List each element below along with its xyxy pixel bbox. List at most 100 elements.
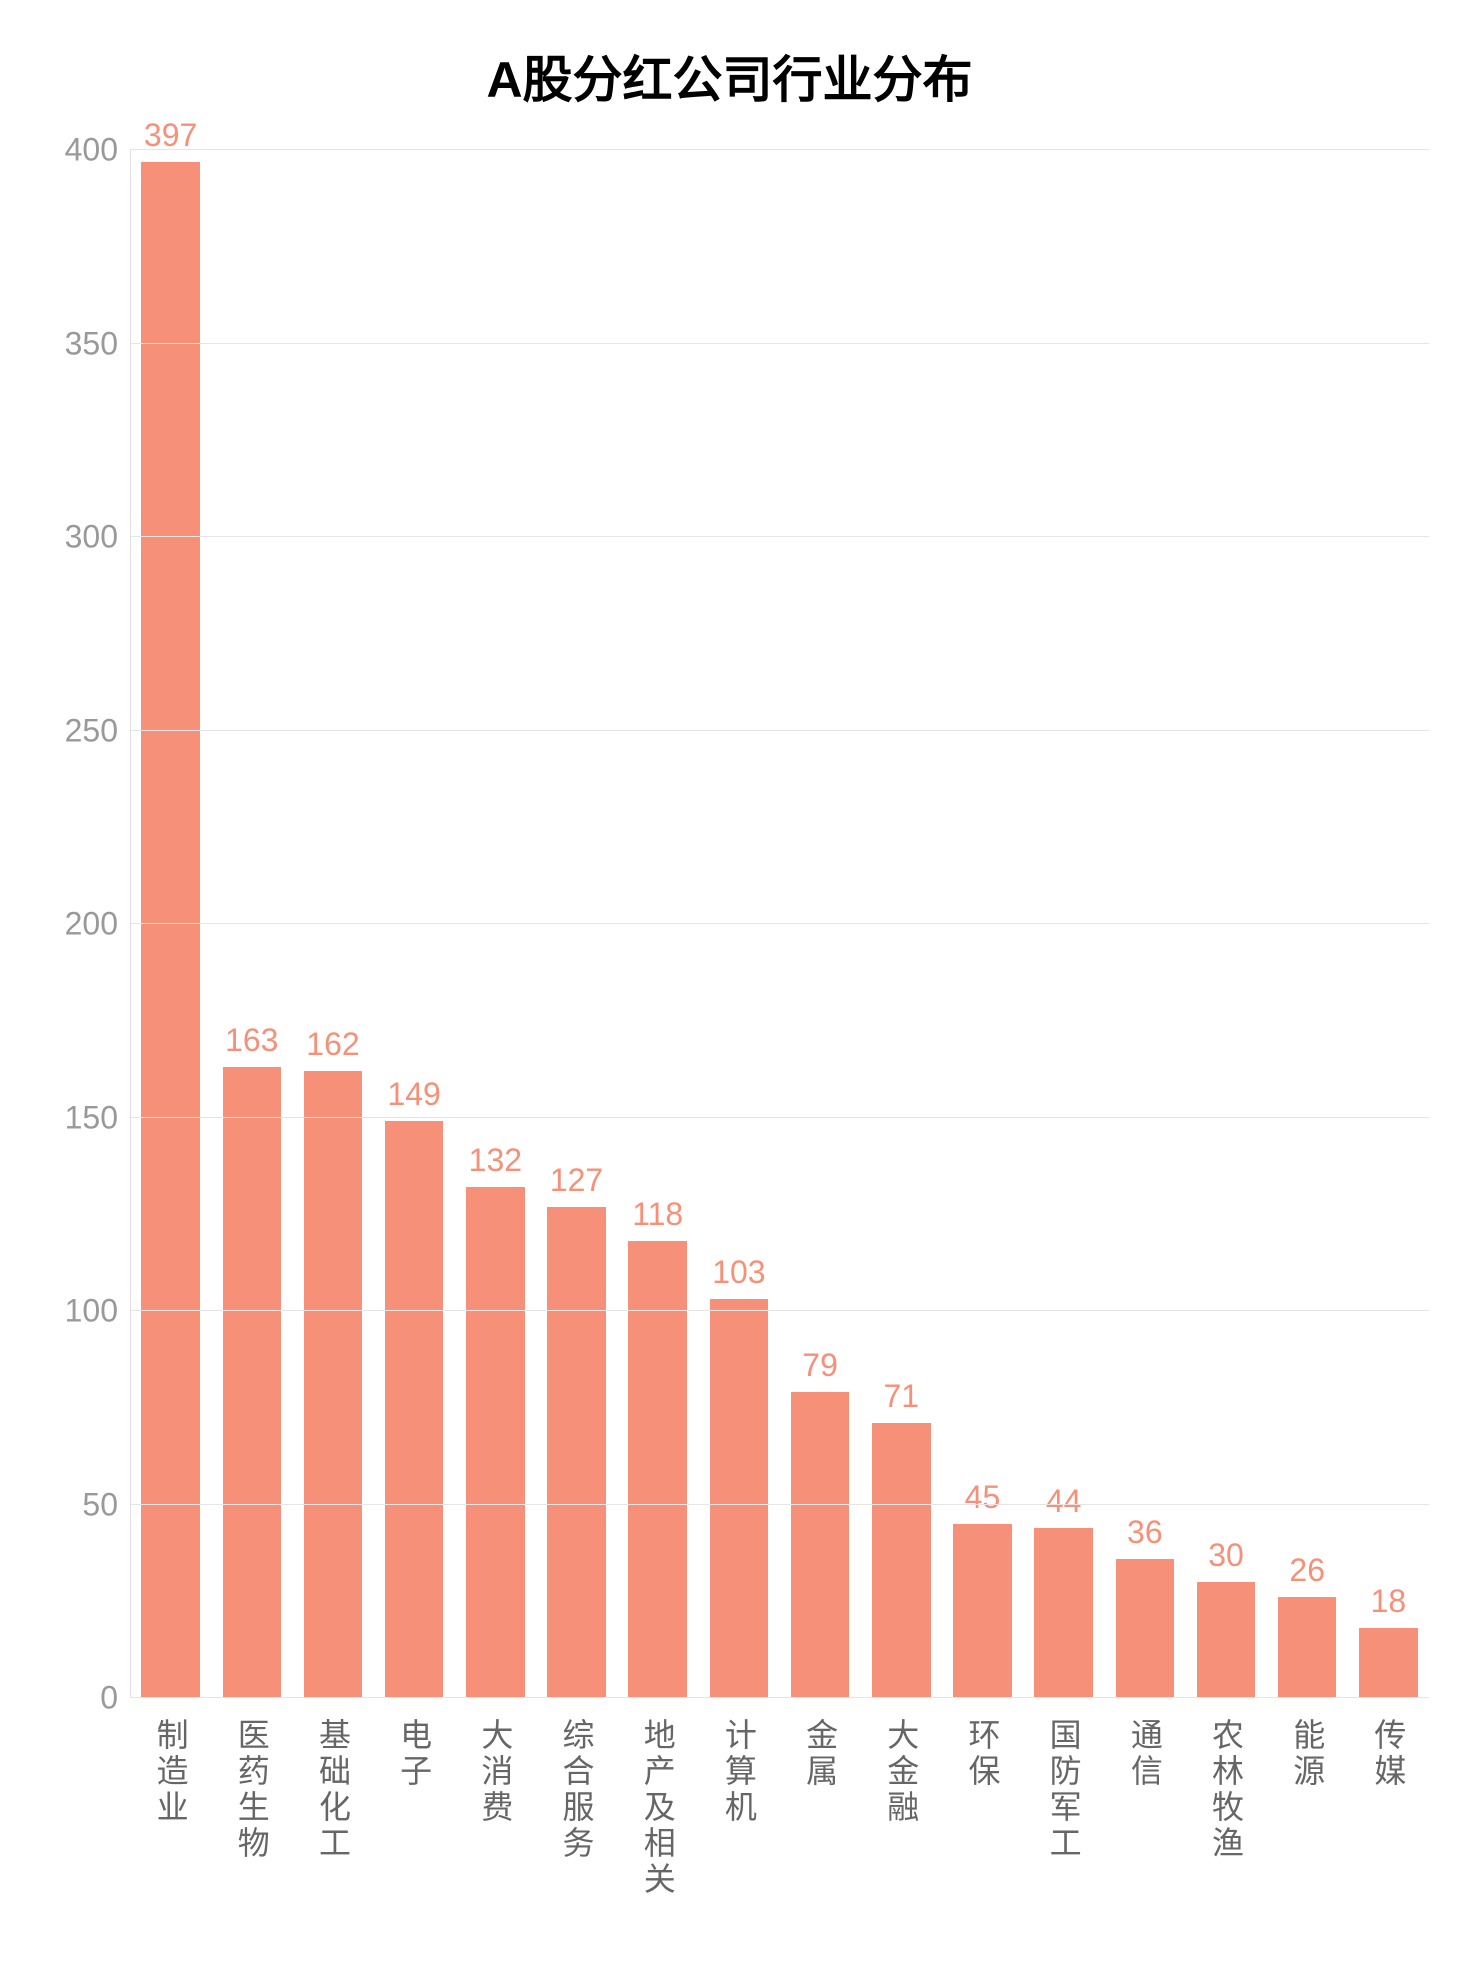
bar-value-label: 36 <box>1104 1514 1185 1551</box>
bar-value-label: 30 <box>1185 1537 1266 1574</box>
chart-title: A股分红公司行业分布 <box>0 40 1459 112</box>
gridline <box>130 536 1429 537</box>
x-tick-label: 医药生物 <box>229 1718 275 1978</box>
bar <box>1034 1528 1092 1698</box>
gridline <box>130 1504 1429 1505</box>
bar <box>1116 1559 1174 1698</box>
bar <box>953 1524 1011 1698</box>
bar-slot: 44 <box>1023 150 1104 1698</box>
x-label-slot: 通信 <box>1104 1708 1185 1978</box>
bar <box>791 1392 849 1698</box>
bar-slot: 79 <box>780 150 861 1698</box>
y-tick-label: 250 <box>0 712 118 749</box>
bar-slot: 397 <box>130 150 211 1698</box>
bar-slot: 71 <box>861 150 942 1698</box>
bar <box>710 1299 768 1698</box>
x-label-slot: 计算机 <box>698 1708 779 1978</box>
gridline <box>130 923 1429 924</box>
gridline <box>130 1310 1429 1311</box>
bar-value-label: 103 <box>698 1254 779 1291</box>
x-axis-labels: 制造业医药生物基础化工电子大消费综合服务地产及相关计算机金属大金融环保国防军工通… <box>130 1708 1429 1978</box>
y-tick-label: 50 <box>0 1486 118 1523</box>
bar <box>1197 1582 1255 1698</box>
bar-slot: 26 <box>1267 150 1348 1698</box>
bar <box>1278 1597 1336 1698</box>
gridline <box>130 730 1429 731</box>
bar-slot: 36 <box>1104 150 1185 1698</box>
x-tick-label: 综合服务 <box>554 1718 600 1978</box>
bar-value-label: 26 <box>1267 1552 1348 1589</box>
x-label-slot: 农林牧渔 <box>1185 1708 1266 1978</box>
x-label-slot: 大金融 <box>861 1708 942 1978</box>
x-label-slot: 地产及相关 <box>617 1708 698 1978</box>
x-tick-label: 能源 <box>1284 1718 1330 1978</box>
y-tick-label: 100 <box>0 1293 118 1330</box>
bar-value-label: 163 <box>211 1022 292 1059</box>
x-label-slot: 环保 <box>942 1708 1023 1978</box>
x-label-slot: 医药生物 <box>211 1708 292 1978</box>
x-tick-label: 传媒 <box>1365 1718 1411 1978</box>
bar-value-label: 45 <box>942 1479 1023 1516</box>
bar-value-label: 79 <box>780 1347 861 1384</box>
bar-slot: 103 <box>698 150 779 1698</box>
x-tick-label: 制造业 <box>148 1718 194 1978</box>
gridline <box>130 1697 1429 1698</box>
bar-slot: 18 <box>1348 150 1429 1698</box>
x-tick-label: 电子 <box>391 1718 437 1978</box>
x-label-slot: 传媒 <box>1348 1708 1429 1978</box>
x-tick-label: 基础化工 <box>310 1718 356 1978</box>
x-label-slot: 基础化工 <box>292 1708 373 1978</box>
gridline <box>130 1117 1429 1118</box>
bar-value-label: 71 <box>861 1378 942 1415</box>
bar <box>466 1187 524 1698</box>
bar <box>223 1067 281 1698</box>
y-tick-label: 300 <box>0 519 118 556</box>
bar-slot: 30 <box>1185 150 1266 1698</box>
x-label-slot: 国防军工 <box>1023 1708 1104 1978</box>
x-tick-label: 国防军工 <box>1041 1718 1087 1978</box>
plot-area: 397163162149132127118103 7971 454436302618 <box>130 150 1429 1698</box>
bar <box>1359 1628 1417 1698</box>
bar <box>872 1423 930 1698</box>
bar-slot: 163 <box>211 150 292 1698</box>
bar-slot: 162 <box>292 150 373 1698</box>
x-tick-label: 环保 <box>959 1718 1005 1978</box>
bar-value-label: 18 <box>1348 1583 1429 1620</box>
bar <box>304 1071 362 1698</box>
bar-slot: 118 <box>617 150 698 1698</box>
x-label-slot: 电子 <box>374 1708 455 1978</box>
bar <box>385 1121 443 1698</box>
bar <box>141 162 199 1698</box>
bar-value-label: 149 <box>374 1076 455 1113</box>
x-tick-label: 农林牧渔 <box>1203 1718 1249 1978</box>
bar-slot: 45 <box>942 150 1023 1698</box>
x-label-slot: 金属 <box>780 1708 861 1978</box>
y-tick-label: 150 <box>0 1099 118 1136</box>
x-tick-label: 计算机 <box>716 1718 762 1978</box>
bar-value-label: 127 <box>536 1162 617 1199</box>
x-label-slot: 大消费 <box>455 1708 536 1978</box>
x-tick-label: 大金融 <box>878 1718 924 1978</box>
bar-value-label: 132 <box>455 1142 536 1179</box>
bar-value-label: 118 <box>617 1196 698 1233</box>
x-label-slot: 制造业 <box>130 1708 211 1978</box>
x-tick-label: 大消费 <box>472 1718 518 1978</box>
gridline <box>130 343 1429 344</box>
x-label-slot: 综合服务 <box>536 1708 617 1978</box>
x-tick-label: 金属 <box>797 1718 843 1978</box>
bars-wrap: 397163162149132127118103 7971 454436302618 <box>130 150 1429 1698</box>
bar <box>547 1207 605 1698</box>
y-tick-label: 400 <box>0 132 118 169</box>
x-label-slot: 能源 <box>1267 1708 1348 1978</box>
x-tick-label: 通信 <box>1122 1718 1168 1978</box>
y-tick-label: 0 <box>0 1680 118 1717</box>
y-tick-label: 200 <box>0 906 118 943</box>
bar-slot: 132 <box>455 150 536 1698</box>
y-tick-label: 350 <box>0 325 118 362</box>
chart-container: A股分红公司行业分布 397163162149132127118103 7971 4… <box>0 0 1459 1978</box>
bar-slot: 149 <box>374 150 455 1698</box>
gridline <box>130 149 1429 150</box>
bar-value-label: 162 <box>292 1026 373 1063</box>
bar-value-label: 44 <box>1023 1483 1104 1520</box>
x-tick-label: 地产及相关 <box>635 1718 681 1978</box>
